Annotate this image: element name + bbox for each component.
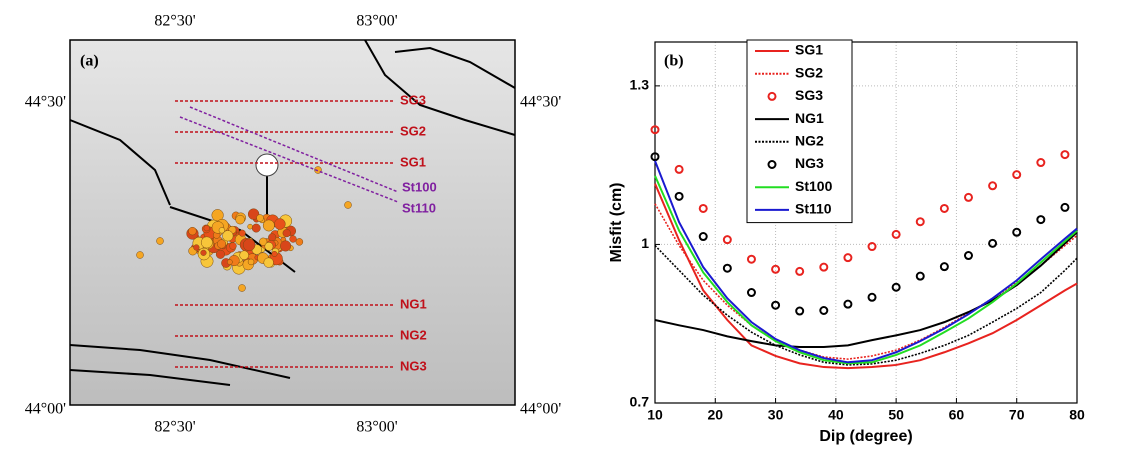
- y-tick-label: 1: [641, 235, 649, 251]
- x-tick-label: 10: [647, 407, 663, 423]
- page: (a) 82°30' 83°00' 82°30' 83°00' 44°30' 4…: [0, 0, 1140, 449]
- x-tick-label: 80: [1069, 407, 1085, 423]
- legend-label: SG1: [795, 42, 823, 58]
- legend-label: SG2: [795, 64, 823, 80]
- x-tick-label: 60: [949, 407, 965, 423]
- panel-label: (b): [664, 53, 684, 70]
- figure: (a) 82°30' 83°00' 82°30' 83°00' 44°30' 4…: [0, 0, 1140, 449]
- panel-label: (a): [80, 53, 99, 70]
- x-tick-label: 20: [707, 407, 723, 423]
- profile-label: St110: [402, 200, 436, 215]
- earthquake: [189, 227, 197, 235]
- earthquake: [137, 252, 144, 259]
- earthquake: [274, 219, 285, 230]
- earthquake: [257, 215, 264, 222]
- legend-label: St110: [795, 201, 832, 217]
- x-tick-label: 40: [828, 407, 844, 423]
- earthquake: [216, 250, 225, 259]
- lat-label: 44°00': [25, 401, 66, 418]
- legend-label: St100: [795, 178, 833, 194]
- y-tick-label: 0.7: [630, 394, 650, 410]
- profile-label: NG3: [400, 358, 427, 373]
- lat-label: 44°00': [520, 401, 561, 418]
- profile-label: SG1: [400, 154, 426, 169]
- earthquake: [263, 220, 274, 231]
- earthquake: [272, 251, 278, 257]
- profile-label: SG3: [400, 92, 426, 107]
- y-tick-label: 1.3: [630, 77, 650, 93]
- legend-label: NG3: [795, 155, 824, 171]
- earthquake: [290, 236, 297, 243]
- x-tick-label: 30: [768, 407, 784, 423]
- earthquake: [201, 237, 212, 248]
- earthquake: [268, 234, 276, 242]
- chart-panel: 10 20 30 40 50 60 70 80 0.7 1 1.3 Dip (degree) Misfi…: [608, 40, 1085, 445]
- earthquake: [283, 229, 291, 237]
- lon-label: 83°00': [356, 419, 397, 436]
- earthquake: [229, 243, 236, 250]
- earthquake: [243, 239, 255, 251]
- profile-label: St100: [402, 179, 437, 194]
- earthquake: [204, 225, 210, 231]
- earthquake: [227, 259, 232, 264]
- lon-label: 82°30': [154, 13, 195, 30]
- lat-label: 44°30': [25, 94, 66, 111]
- earthquake: [157, 238, 164, 245]
- earthquake: [280, 241, 291, 252]
- earthquake: [265, 242, 273, 250]
- earthquake: [252, 224, 260, 232]
- legend-label: NG1: [795, 110, 824, 126]
- earthquake: [194, 245, 200, 251]
- earthquake: [296, 238, 303, 245]
- y-axis-title: Misfit (cm): [608, 183, 625, 263]
- earthquake: [239, 285, 246, 292]
- earthquake: [239, 230, 245, 236]
- earthquake: [219, 227, 225, 233]
- profile-label: NG1: [400, 296, 427, 311]
- earthquake: [264, 258, 274, 268]
- earthquake: [201, 250, 207, 256]
- profile-label: SG2: [400, 123, 426, 138]
- earthquake: [248, 259, 254, 265]
- lon-label: 82°30': [154, 419, 195, 436]
- earthquake: [236, 215, 245, 224]
- lat-label: 44°30': [520, 94, 561, 111]
- x-tick-label: 70: [1009, 407, 1025, 423]
- legend-label: NG2: [795, 133, 824, 149]
- x-tick-label: 50: [888, 407, 904, 423]
- legend-label: SG3: [795, 87, 823, 103]
- earthquake: [345, 202, 352, 209]
- plot-area: [655, 42, 1077, 403]
- lon-label: 83°00': [356, 13, 397, 30]
- map-panel: (a) 82°30' 83°00' 82°30' 83°00' 44°30' 4…: [25, 13, 562, 436]
- profile-label: NG2: [400, 327, 427, 342]
- earthquake: [217, 240, 226, 249]
- focal-mechanism: [256, 154, 278, 176]
- x-axis-title: Dip (degree): [819, 428, 912, 445]
- earthquake: [240, 251, 249, 260]
